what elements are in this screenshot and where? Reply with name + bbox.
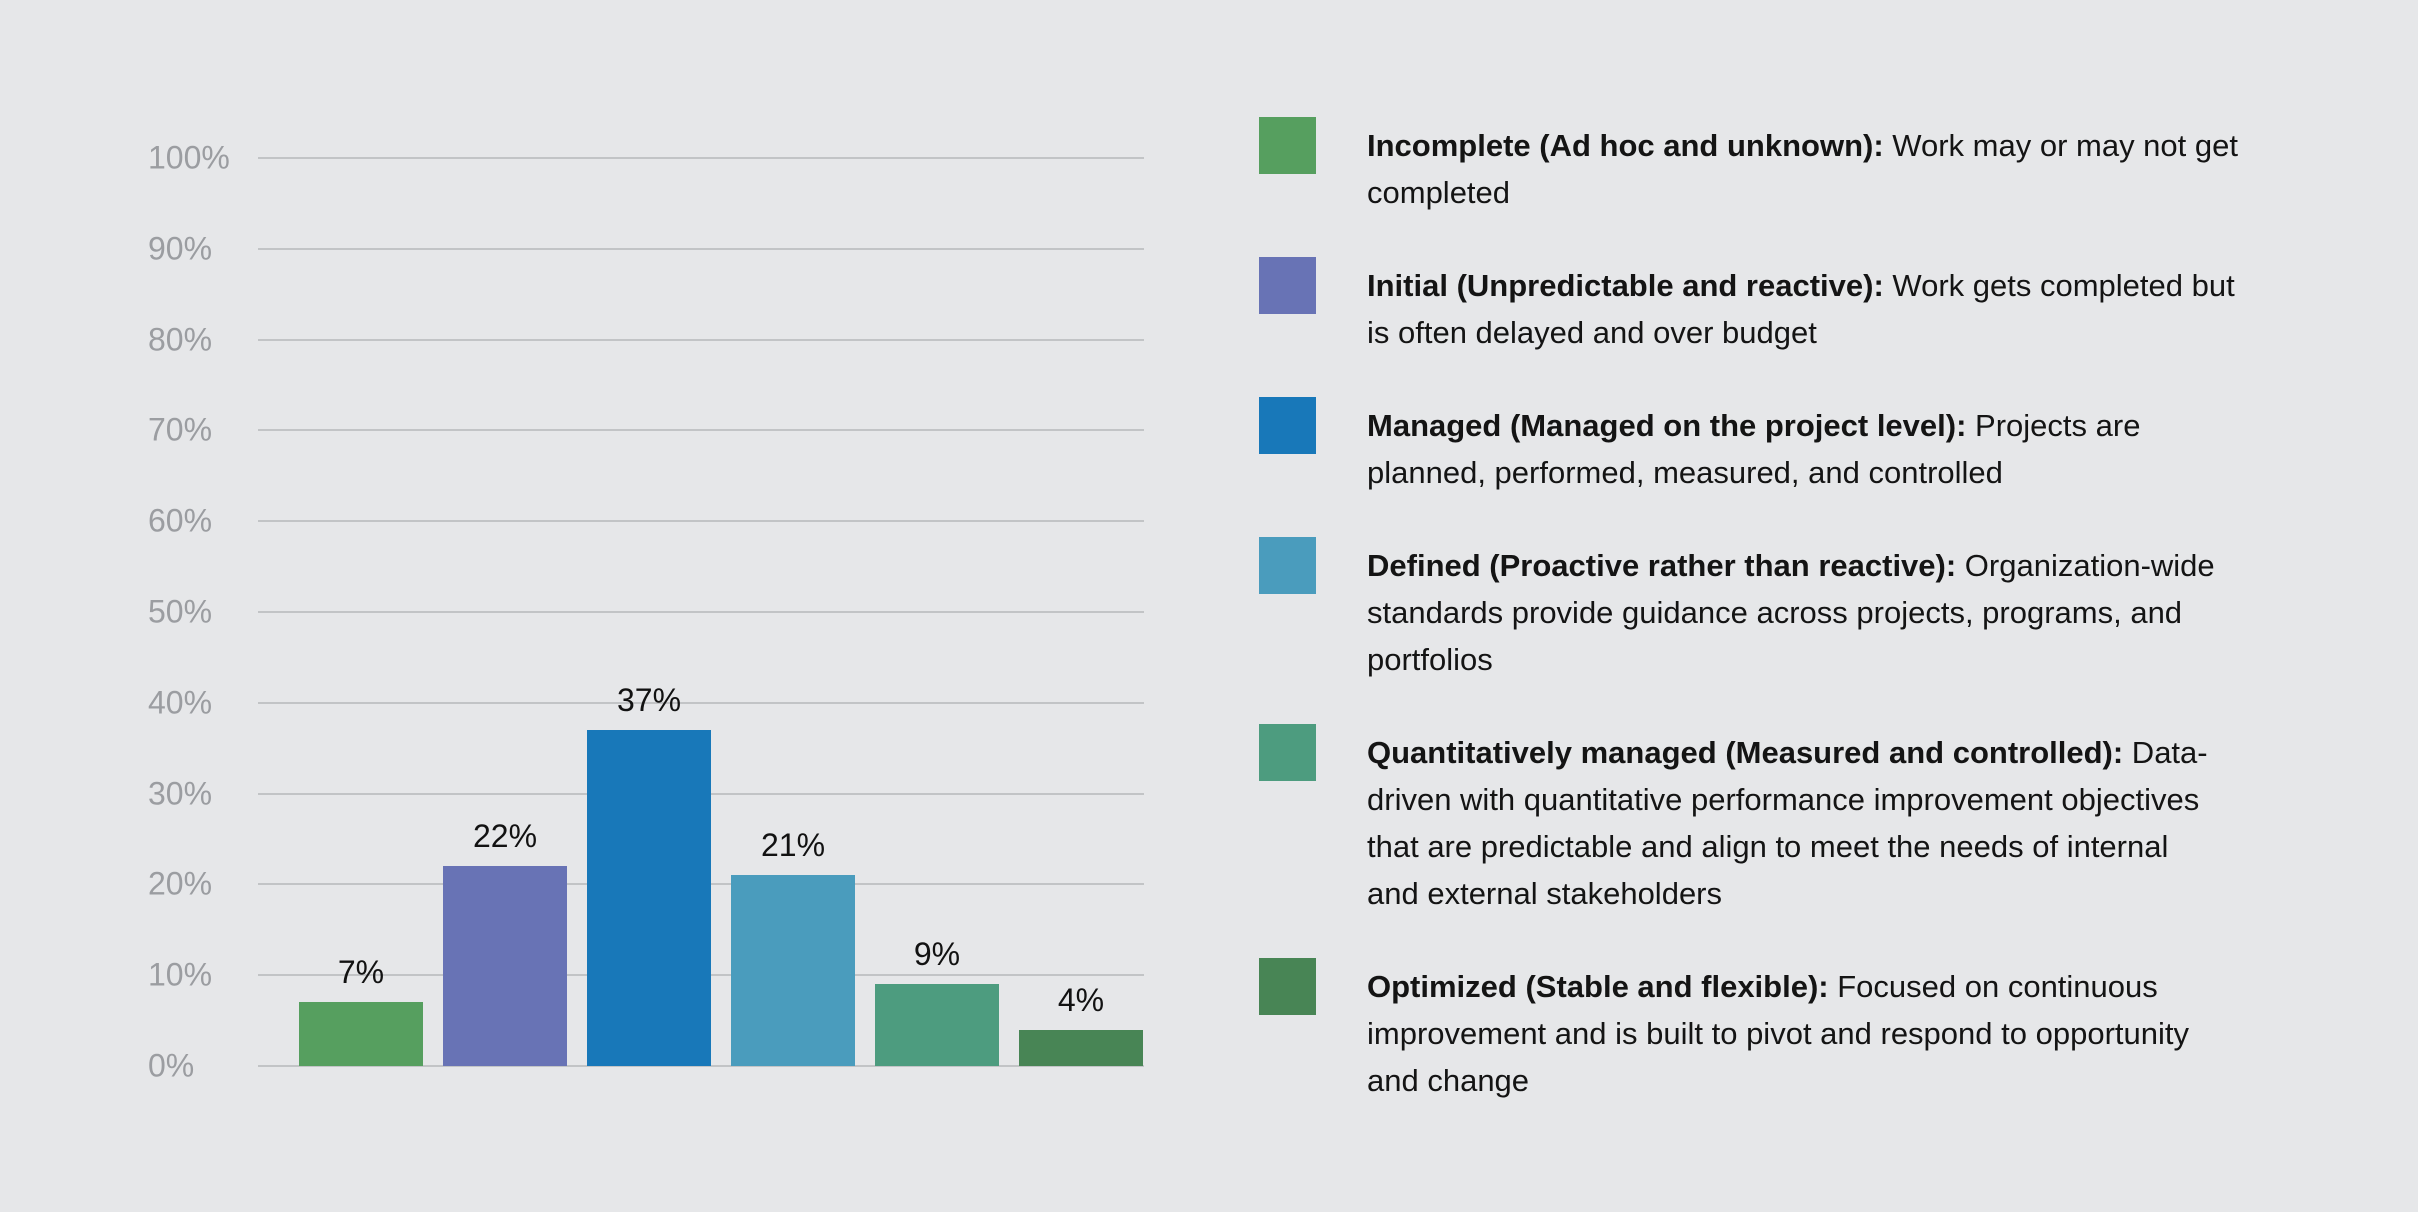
gridline-100: 100% [148, 140, 1144, 176]
legend-item: Defined (Proactive rather than reactive)… [1259, 537, 2379, 683]
bar-value-label: 37% [616, 682, 682, 719]
legend-swatch [1259, 958, 1316, 1015]
y-tick-label-70: 70% [148, 411, 213, 448]
legend-item-label: Defined (Proactive rather than reactive)… [1367, 542, 2372, 683]
legend-swatch [1259, 257, 1316, 314]
legend-item-label: Quantitatively managed (Measured and con… [1367, 729, 2372, 917]
bar-value-label: 7% [337, 954, 385, 991]
bar-value-label: 22% [472, 818, 538, 855]
bar-3 [731, 875, 855, 1066]
bar-slot-5: 4% [1019, 982, 1143, 1066]
bar-4 [875, 984, 999, 1066]
legend-item: Initial (Unpredictable and reactive): Wo… [1259, 257, 2379, 356]
bar-chart-plot-area: 100% 90% 80% 70% 60% 50% 40% 30% 20% 10% 0% 7% 22% 3… [148, 140, 1144, 1084]
legend-swatch [1259, 724, 1316, 781]
legend-item-description: Projects are planned, performed, measure… [1367, 408, 2141, 490]
legend-item-title: Initial (Unpredictable and reactive): [1367, 268, 1884, 303]
legend-item-title: Incomplete (Ad hoc and unknown): [1367, 128, 1884, 163]
legend-item-description: Focused on continuous improvement and is… [1367, 969, 2189, 1098]
bar-slot-2: 37% [587, 682, 711, 1066]
bar-2 [587, 730, 711, 1066]
legend-item-title: Managed (Managed on the project level): [1367, 408, 1967, 443]
chart-legend: Incomplete (Ad hoc and unknown): Work ma… [1259, 117, 2379, 1104]
legend-item-title: Defined (Proactive rather than reactive)… [1367, 548, 1957, 583]
y-tick-label-40: 40% [148, 684, 213, 721]
bars-container: 7% 22% 37% 21% 9% 4% [299, 158, 1143, 1066]
legend-item-label: Managed (Managed on the project level): … [1367, 402, 2372, 496]
bar-slot-3: 21% [731, 827, 855, 1066]
y-tick-label-20: 20% [148, 865, 213, 902]
gridline-90: 90% [148, 230, 1144, 266]
legend-item: Optimized (Stable and flexible): Focused… [1259, 958, 2379, 1104]
gridline-80: 80% [148, 321, 1144, 357]
legend-swatch [1259, 537, 1316, 594]
legend-item-label: Initial (Unpredictable and reactive): Wo… [1367, 262, 2372, 356]
bar-0 [299, 1002, 423, 1066]
gridline-50: 50% [148, 594, 1144, 630]
legend-item-description: Organization-wide standards provide guid… [1367, 548, 2215, 677]
bar-slot-4: 9% [875, 936, 999, 1066]
y-tick-label-10: 10% [148, 956, 213, 993]
legend-item-label: Optimized (Stable and flexible): Focused… [1367, 963, 2372, 1104]
bar-slot-1: 22% [443, 818, 567, 1066]
y-tick-label-0: 0% [148, 1047, 195, 1084]
y-tick-label-100: 100% [148, 139, 230, 176]
legend-item-title: Optimized (Stable and flexible): [1367, 969, 1829, 1004]
legend-item-label: Incomplete (Ad hoc and unknown): Work ma… [1367, 122, 2372, 216]
legend-item: Managed (Managed on the project level): … [1259, 397, 2379, 496]
bar-slot-0: 7% [299, 954, 423, 1066]
legend-swatch [1259, 397, 1316, 454]
gridline-40: 40% [148, 684, 1144, 720]
legend-item: Quantitatively managed (Measured and con… [1259, 724, 2379, 917]
bar-5 [1019, 1029, 1143, 1066]
legend-item-description: Data- driven with quantitative performan… [1367, 735, 2208, 911]
gridline-70: 70% [148, 412, 1144, 448]
legend-swatch [1259, 117, 1316, 174]
legend-item-description: Work gets completed but is often delayed… [1367, 268, 2235, 350]
legend-item: Incomplete (Ad hoc and unknown): Work ma… [1259, 117, 2379, 216]
y-tick-label-30: 30% [148, 775, 213, 812]
gridline-60: 60% [148, 503, 1144, 539]
y-tick-label-50: 50% [148, 593, 213, 630]
gridline-0: 0% [148, 1048, 1144, 1084]
legend-item-description: Work may or may not get completed [1367, 128, 2238, 210]
bar-value-label: 21% [760, 827, 826, 864]
y-tick-label-80: 80% [148, 321, 213, 358]
y-tick-label-90: 90% [148, 230, 213, 267]
bar-value-label: 9% [913, 936, 961, 973]
bar-1 [443, 866, 567, 1066]
bar-value-label: 4% [1057, 981, 1105, 1018]
y-tick-label-60: 60% [148, 502, 213, 539]
legend-item-title: Quantitatively managed (Measured and con… [1367, 735, 2124, 770]
